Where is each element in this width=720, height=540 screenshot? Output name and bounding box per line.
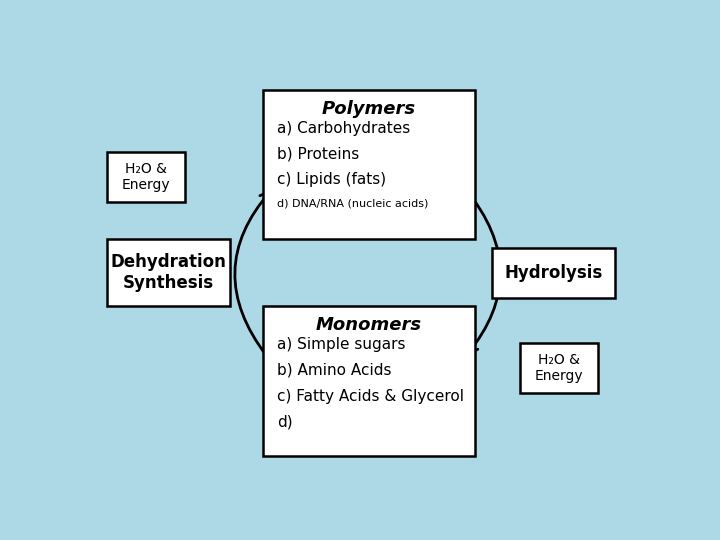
FancyBboxPatch shape [263, 90, 475, 239]
Text: Hydrolysis: Hydrolysis [504, 264, 602, 282]
Text: d) DNA/RNA (nucleic acids): d) DNA/RNA (nucleic acids) [277, 198, 428, 208]
FancyBboxPatch shape [263, 306, 475, 456]
Text: a) Simple sugars: a) Simple sugars [277, 337, 405, 352]
Text: H₂O &
Energy: H₂O & Energy [534, 353, 583, 383]
Text: H₂O &
Energy: H₂O & Energy [122, 162, 170, 192]
Text: c) Lipids (fats): c) Lipids (fats) [277, 172, 386, 187]
Text: a) Carbohydrates: a) Carbohydrates [277, 121, 410, 136]
FancyBboxPatch shape [492, 248, 615, 298]
Text: Polymers: Polymers [322, 100, 416, 118]
FancyBboxPatch shape [520, 343, 598, 393]
Text: Monomers: Monomers [316, 316, 422, 334]
Text: Dehydration
Synthesis: Dehydration Synthesis [110, 253, 226, 292]
Text: b) Amino Acids: b) Amino Acids [277, 363, 392, 378]
FancyBboxPatch shape [107, 239, 230, 306]
Text: c) Fatty Acids & Glycerol: c) Fatty Acids & Glycerol [277, 389, 464, 404]
FancyBboxPatch shape [107, 152, 185, 202]
Text: b) Proteins: b) Proteins [277, 147, 359, 161]
Text: d): d) [277, 415, 292, 429]
